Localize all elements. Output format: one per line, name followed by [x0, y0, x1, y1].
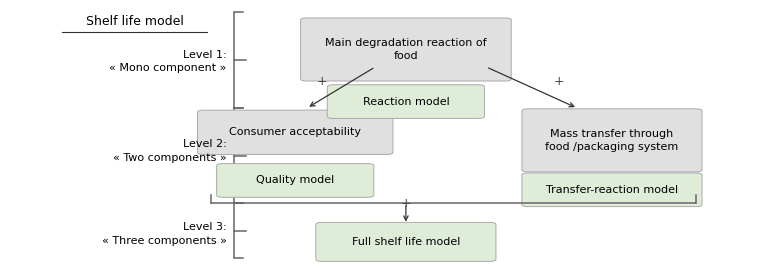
Text: Mass transfer through
food /packaging system: Mass transfer through food /packaging sy…	[545, 129, 679, 151]
FancyBboxPatch shape	[217, 164, 374, 197]
Text: Level 3:: Level 3:	[183, 222, 227, 232]
Text: « Three components »: « Three components »	[102, 235, 227, 245]
FancyBboxPatch shape	[316, 222, 496, 261]
Text: Reaction model: Reaction model	[362, 97, 450, 107]
Text: Full shelf life model: Full shelf life model	[352, 237, 460, 247]
FancyBboxPatch shape	[522, 109, 702, 172]
FancyBboxPatch shape	[198, 110, 393, 154]
Text: « Mono component »: « Mono component »	[110, 63, 227, 73]
Text: Level 1:: Level 1:	[183, 50, 227, 60]
Text: +: +	[316, 75, 327, 88]
Text: +: +	[553, 75, 564, 88]
FancyBboxPatch shape	[300, 18, 511, 81]
Text: +: +	[401, 197, 411, 210]
Text: Quality model: Quality model	[256, 176, 334, 185]
Text: Level 2:: Level 2:	[183, 139, 227, 149]
Text: Shelf life model: Shelf life model	[86, 15, 184, 28]
Text: Consumer acceptability: Consumer acceptability	[229, 127, 362, 137]
Text: Transfer-reaction model: Transfer-reaction model	[546, 185, 678, 195]
FancyBboxPatch shape	[522, 173, 702, 207]
Text: « Two components »: « Two components »	[113, 153, 227, 163]
FancyBboxPatch shape	[327, 85, 485, 119]
Text: Main degradation reaction of
food: Main degradation reaction of food	[325, 38, 486, 61]
